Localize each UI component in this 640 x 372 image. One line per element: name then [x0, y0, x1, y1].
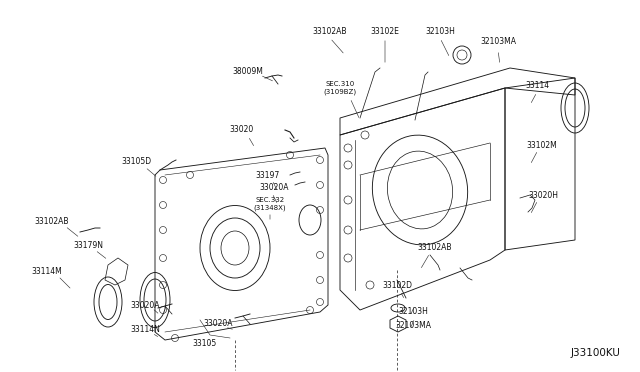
Text: 33114: 33114: [525, 81, 549, 90]
Text: 32103H: 32103H: [425, 28, 455, 36]
Text: 33020H: 33020H: [528, 190, 558, 199]
Text: 32103MA: 32103MA: [480, 38, 516, 46]
Text: 33197: 33197: [256, 170, 280, 180]
Text: 32103MA: 32103MA: [395, 321, 431, 330]
Text: 33020A: 33020A: [131, 301, 160, 310]
Text: SEC.332
(31348X): SEC.332 (31348X): [253, 197, 286, 211]
Text: J33100KU: J33100KU: [570, 348, 620, 358]
Text: 33102AB: 33102AB: [35, 218, 69, 227]
Text: 33020: 33020: [230, 125, 254, 135]
Text: SEC.310
(3109BZ): SEC.310 (3109BZ): [323, 81, 356, 95]
Text: 33102D: 33102D: [382, 282, 412, 291]
Text: 33020A: 33020A: [259, 183, 289, 192]
Text: 33102E: 33102E: [371, 28, 399, 36]
Text: 33105D: 33105D: [121, 157, 151, 167]
Text: 33114M: 33114M: [31, 267, 62, 276]
Text: 33020A: 33020A: [204, 318, 233, 327]
Text: 33102AB: 33102AB: [313, 28, 348, 36]
Text: 32103H: 32103H: [398, 308, 428, 317]
Text: 38009M: 38009M: [232, 67, 264, 77]
Text: 33114N: 33114N: [130, 326, 160, 334]
Text: 33105: 33105: [193, 340, 217, 349]
Text: 33102M: 33102M: [527, 141, 557, 150]
Text: 33179N: 33179N: [73, 241, 103, 250]
Text: 33102AB: 33102AB: [418, 244, 452, 253]
